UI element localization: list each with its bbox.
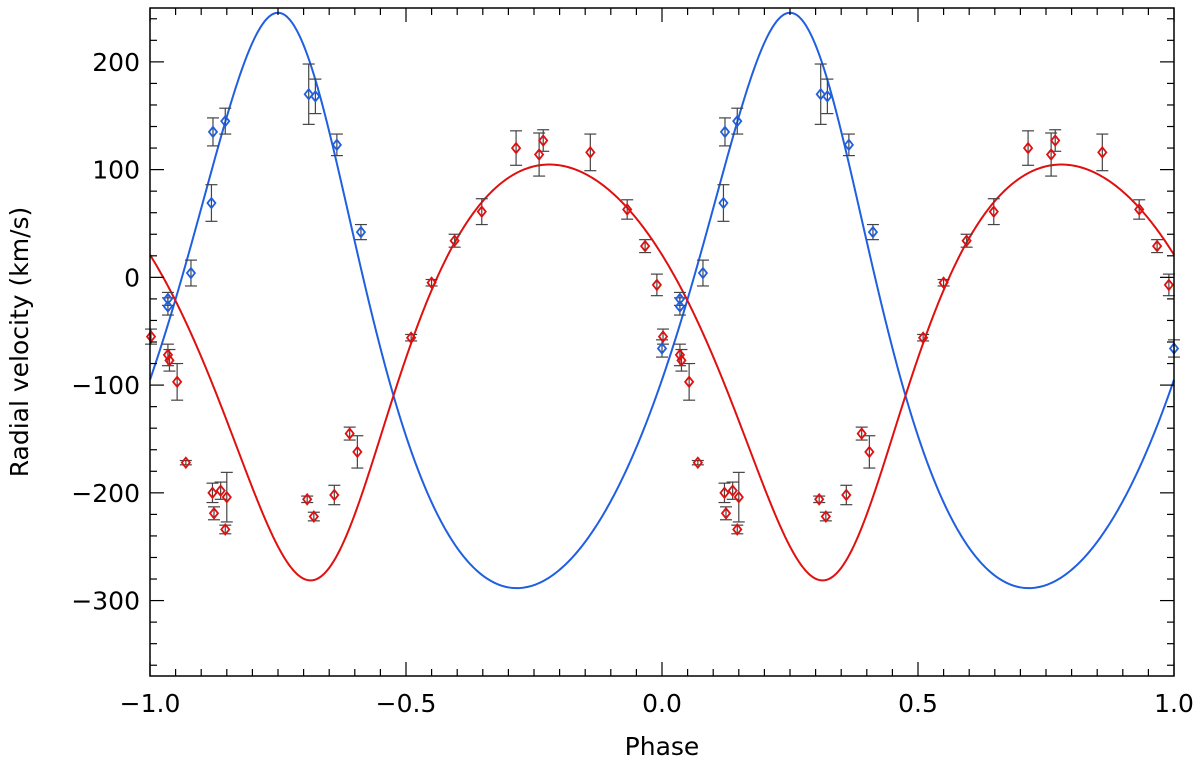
model-curve-0	[149, 11, 1175, 590]
x-axis-title: Phase	[625, 732, 700, 761]
data-point-0	[207, 125, 219, 139]
data-point-0	[220, 114, 231, 128]
data-point-0	[310, 89, 321, 103]
error-bars	[145, 63, 1180, 535]
data-point-1	[1134, 203, 1145, 216]
data-point-0	[206, 196, 217, 210]
data-point-0	[867, 225, 879, 239]
data-point-0	[355, 225, 367, 239]
data-point-0	[697, 266, 709, 280]
data-point-0	[732, 114, 743, 128]
data-point-1	[683, 375, 695, 389]
y-tick-label: 0	[124, 263, 140, 292]
data-point-1	[732, 523, 743, 536]
data-point-0	[822, 89, 833, 103]
data-point-0	[718, 196, 729, 210]
data-point-1	[164, 353, 175, 367]
x-tick-label: −1.0	[120, 689, 181, 718]
data-point-1	[344, 427, 355, 441]
data-point-1	[329, 488, 340, 502]
data-point-1	[162, 348, 174, 362]
data-point-1	[207, 486, 218, 500]
data-point-0	[162, 292, 174, 306]
data-point-1	[674, 348, 686, 362]
x-tick-label: 0.5	[898, 689, 938, 718]
data-point-1	[841, 488, 852, 502]
data-point-1	[856, 427, 867, 441]
tick-labels: −1.0 −0.5 0.0 0.5 1.0 −300 −200 −100 0 100 200	[71, 48, 1194, 718]
data-point-1	[1163, 278, 1175, 292]
data-point-1	[692, 456, 703, 470]
data-point-1	[208, 506, 220, 520]
data-point-1	[171, 375, 183, 389]
data-point-1	[426, 276, 437, 290]
data-point-1	[221, 490, 232, 504]
data-point-1	[727, 484, 738, 498]
y-tick-label: −100	[71, 371, 140, 400]
data-point-1	[510, 141, 522, 155]
x-tick-label: −0.5	[376, 689, 437, 718]
x-tick-label: 1.0	[1154, 689, 1194, 718]
data-point-1	[585, 145, 596, 159]
data-point-0	[185, 266, 197, 280]
data-point-0	[656, 342, 668, 355]
data-point-1	[657, 330, 669, 344]
data-point-1	[938, 276, 949, 290]
data-point-1	[1151, 239, 1163, 253]
data-point-1	[961, 234, 972, 248]
data-point-1	[814, 492, 825, 506]
data-point-1	[864, 445, 875, 459]
data-point-1	[352, 445, 363, 459]
y-tick-label: −200	[71, 479, 140, 508]
data-point-1	[733, 490, 744, 504]
data-point-1	[720, 506, 732, 520]
y-tick-label: 100	[92, 156, 140, 185]
data-point-1	[676, 353, 687, 367]
data-point-1	[180, 456, 191, 470]
data-point-1	[1050, 134, 1061, 147]
data-point-0	[674, 300, 686, 313]
data-point-1	[302, 492, 313, 506]
data-point-1	[917, 331, 929, 345]
data-point-1	[308, 510, 319, 523]
data-point-1	[719, 486, 730, 500]
data-point-1	[533, 148, 545, 161]
data-point-0	[815, 87, 826, 101]
data-point-0	[162, 300, 174, 313]
data-point-1	[215, 484, 226, 498]
model-curve-1	[149, 163, 1175, 582]
data-point-0	[331, 138, 343, 152]
data-point-0	[843, 138, 855, 152]
data-point-1	[820, 510, 831, 523]
data-point-1	[639, 239, 651, 253]
data-point-1	[220, 523, 231, 536]
data-point-0	[303, 87, 314, 101]
data-point-1	[449, 234, 460, 248]
y-tick-label: 200	[92, 48, 140, 77]
data-point-1	[622, 203, 633, 216]
data-point-1	[1097, 145, 1108, 159]
data-point-1	[405, 331, 417, 345]
data-point-1	[1022, 141, 1034, 155]
model-curves	[149, 11, 1175, 590]
data-point-0	[674, 292, 686, 306]
y-tick-label: −300	[71, 587, 140, 616]
axis-ticks	[149, 8, 1175, 676]
data-point-0	[719, 125, 731, 139]
y-axis-title: Radial velocity (km/s)	[5, 207, 34, 478]
data-point-1	[651, 278, 663, 292]
data-point-1	[988, 205, 999, 219]
data-point-1	[538, 134, 549, 147]
data-point-1	[1045, 148, 1057, 161]
data-point-1	[476, 205, 487, 219]
data-points	[145, 87, 1180, 536]
x-tick-label: 0.0	[642, 689, 682, 718]
